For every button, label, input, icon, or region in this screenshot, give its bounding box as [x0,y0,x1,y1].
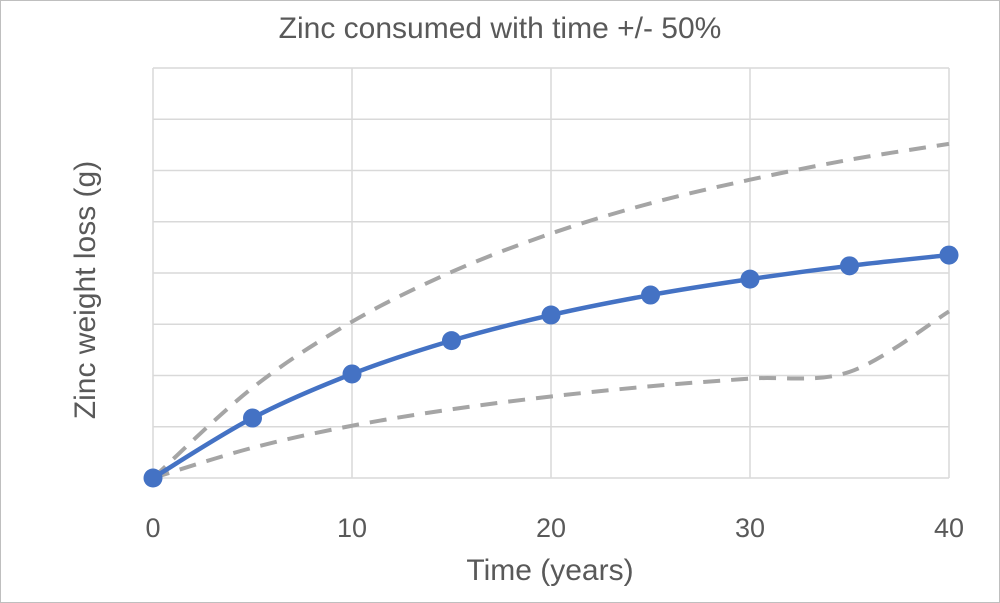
data-point-marker [840,256,859,276]
x-tick-label: 20 [536,513,566,543]
data-point-marker [342,364,362,384]
data-point-marker [143,468,163,488]
chart-title: Zinc consumed with time +/- 50% [278,12,722,45]
data-point-marker [740,269,760,289]
x-tick-label: 40 [934,513,964,543]
data-point-marker [939,245,959,265]
x-tick-label: 0 [145,513,160,543]
x-tick-label: 30 [735,513,765,543]
lower-series-line [152,309,951,480]
data-point-marker [641,285,660,305]
x-tick-label: 10 [337,513,367,543]
data-point-marker [243,408,262,428]
data-point-marker [541,305,561,325]
x-axis-label: Time (years) [466,554,634,587]
data-point-marker [442,331,461,351]
